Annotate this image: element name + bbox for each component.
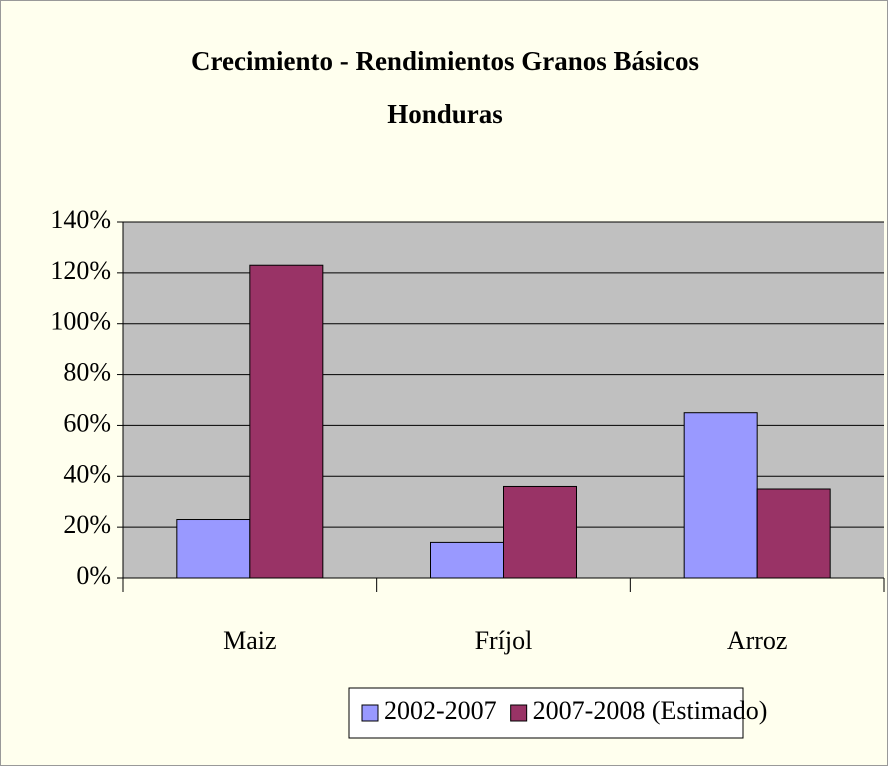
legend-label: 2002-2007 — [384, 696, 497, 725]
legend — [348, 687, 744, 739]
y-tick-label: 40% — [63, 459, 111, 488]
bar — [503, 485, 577, 579]
chart-subtitle: Honduras — [387, 99, 503, 129]
bar — [756, 488, 831, 579]
legend-swatch — [361, 704, 379, 722]
chart-title: Crecimiento - Rendimientos Granos Básico… — [191, 46, 699, 76]
legend-swatch — [510, 704, 528, 722]
y-tick-label: 140% — [50, 205, 111, 234]
y-tick-label: 120% — [50, 256, 111, 285]
y-tick-label: 80% — [63, 358, 111, 387]
y-tick-label: 20% — [63, 510, 111, 539]
bar — [249, 264, 324, 579]
bar — [176, 519, 251, 579]
x-tick-label: Fríjol — [475, 626, 533, 655]
x-tick-label: Arroz — [727, 626, 788, 655]
y-tick-label: 100% — [50, 307, 111, 336]
y-tick-label: 0% — [76, 561, 111, 590]
x-tick-label: Maiz — [223, 626, 276, 655]
y-tick-label: 60% — [63, 408, 111, 437]
bar — [430, 541, 504, 579]
legend-label: 2007-2008 (Estimado) — [533, 696, 768, 725]
bar — [683, 412, 758, 579]
